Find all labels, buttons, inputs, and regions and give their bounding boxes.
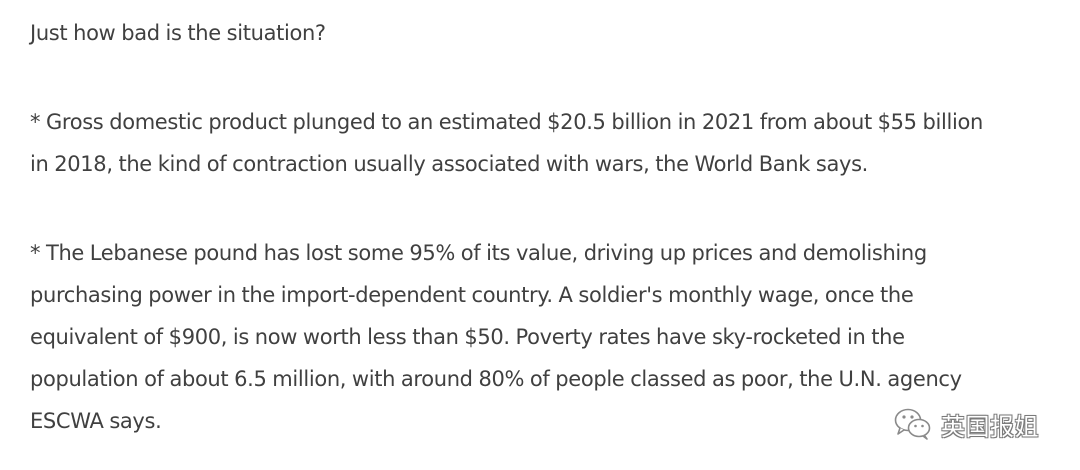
paragraph-gdp: * Gross domestic product plunged to an e…	[30, 101, 1070, 185]
watermark: 英国报姐	[893, 404, 1039, 444]
wechat-icon	[894, 408, 931, 440]
paragraph-line: in 2018, the kind of contraction usually…	[30, 152, 868, 176]
paragraph-spacer	[30, 54, 1070, 101]
paragraph-line: equivalent of $900, is now worth less th…	[30, 325, 905, 349]
paragraph-line: * The Lebanese pound has lost some 95% o…	[30, 241, 927, 265]
paragraph-line: * Gross domestic product plunged to an e…	[30, 110, 983, 134]
paragraph-currency: * The Lebanese pound has lost some 95% o…	[30, 232, 1070, 442]
article-body: Just how bad is the situation? * Gross d…	[30, 12, 1070, 442]
paragraph-line: purchasing power in the import-dependent…	[30, 283, 914, 307]
watermark-text: 英国报姐	[941, 412, 1039, 441]
section-heading: Just how bad is the situation?	[30, 21, 326, 45]
paragraph-line: population of about 6.5 million, with ar…	[30, 367, 962, 391]
paragraph-spacer	[30, 185, 1070, 232]
paragraph-line: ESCWA says.	[30, 409, 162, 433]
